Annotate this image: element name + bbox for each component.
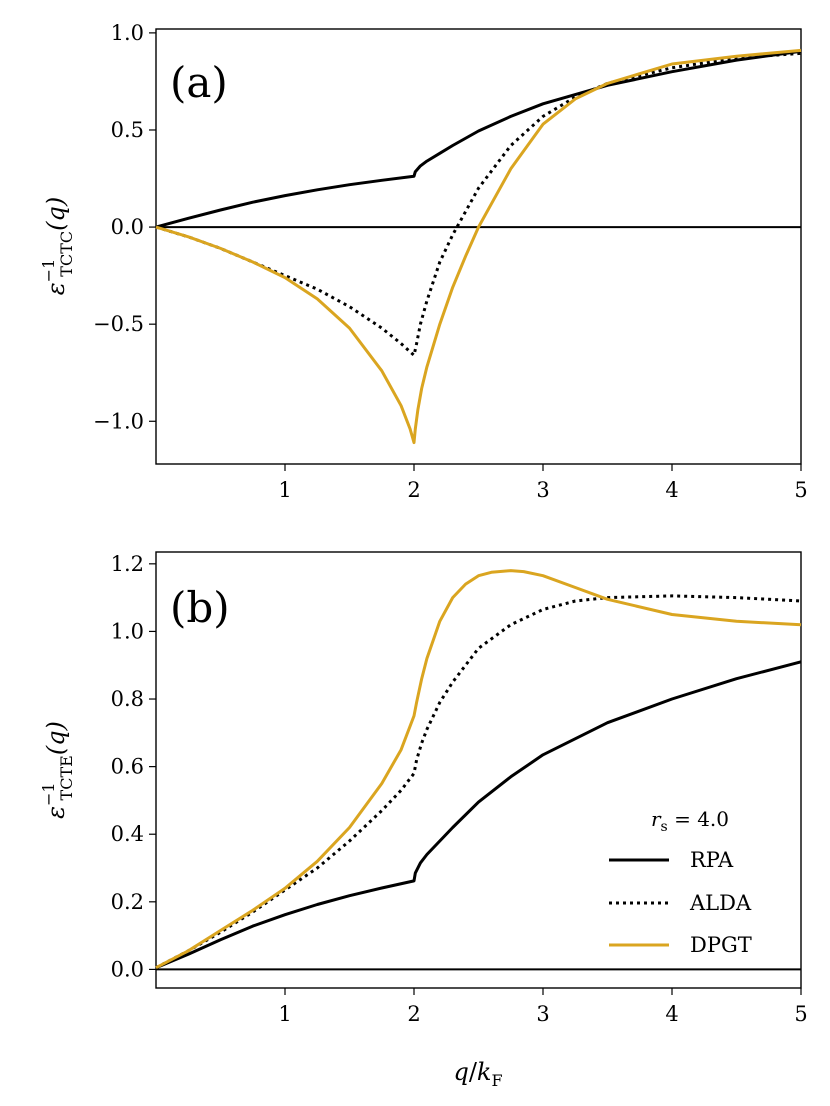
panel-b-series-dpgt [155, 569, 802, 970]
panel-b-xtick-label-2: 3 [536, 1002, 549, 1026]
legend-title-rest: = 4.0 [668, 807, 729, 831]
panel-b-series [155, 569, 802, 970]
legend-title: rs = 4.0 [651, 807, 729, 835]
panel-a-xtick-label-3: 4 [665, 478, 678, 502]
x-axis-label-k: k [477, 1058, 492, 1086]
panel-b-ytick-label-3: 0.6 [111, 755, 144, 779]
panel-a-frame [155, 28, 802, 465]
panel-a-ytick-label-2: 0.0 [111, 215, 144, 239]
panel-b-series-alda [155, 594, 802, 970]
panel-b-ylabel-arg: (q) [42, 721, 70, 755]
panel-a-ylabel-base: ε [42, 282, 70, 295]
legend-label-dpgt: DPGT [690, 933, 752, 957]
legend-label-alda: ALDA [689, 891, 752, 915]
panel-a-series-alda [155, 51, 802, 357]
panel-b-ytick-label-4: 0.8 [111, 687, 144, 711]
panel-b-ticks: 1 2 3 4 5 0.0 0.2 0.4 0.6 0.8 1.0 1.2 [111, 552, 808, 1026]
panel-b-ytick-label-5: 1.0 [111, 619, 144, 643]
panel-a-ytick-label-3: 0.5 [111, 118, 144, 142]
panel-b-ytick-label-1: 0.2 [111, 890, 144, 914]
panel-b-ytick-label-6: 1.2 [111, 552, 144, 576]
panel-b-ytick-label-0: 0.0 [111, 957, 144, 981]
panel-a-xtick-label-2: 3 [536, 478, 549, 502]
panel-a-ylabel-sub: TCTC [57, 231, 76, 277]
panel-a-series-dpgt [155, 48, 802, 445]
panel-a-ytick-label-1: −0.5 [93, 312, 144, 336]
legend-title-sub: s [661, 819, 668, 835]
panel-b-xtick-label-0: 1 [278, 1002, 291, 1026]
legend: rs = 4.0 RPA ALDA DPGT [609, 807, 752, 957]
panel-a-series [155, 48, 802, 445]
panel-a-xtick-label-0: 1 [278, 478, 291, 502]
panel-b-ylabel-sup: −1 [39, 782, 58, 806]
panel-b-ylabel-base: ε [42, 806, 70, 819]
panel-a: 1 2 3 4 5 −1.0 −0.5 0.0 0.5 1.0 (a) ε−1TCTC(q) [39, 21, 808, 502]
legend-label-rpa: RPA [690, 848, 734, 872]
panel-a-ytick-label-4: 1.0 [111, 21, 144, 45]
panel-b-frame [155, 551, 802, 989]
x-axis-label-q: q [453, 1058, 468, 1086]
panel-b-ylabel-sub: TCTE [57, 755, 76, 800]
panel-a-ticks: 1 2 3 4 5 −1.0 −0.5 0.0 0.5 1.0 [93, 21, 808, 502]
panel-b-xtick-label-4: 5 [794, 1002, 807, 1026]
panel-b-xtick-label-3: 4 [665, 1002, 678, 1026]
x-axis-label-sub: F [491, 1071, 502, 1090]
panel-a-tag: (a) [170, 58, 228, 107]
panel-b-tag: (b) [170, 583, 230, 632]
x-axis-label: q/kF [453, 1058, 502, 1090]
x-axis-label-slash: / [469, 1058, 478, 1086]
legend-title-base: r [651, 807, 662, 831]
panel-a-ylabel-sup: −1 [39, 259, 58, 283]
panel-b-xtick-label-1: 2 [407, 1002, 420, 1026]
panel-a-ylabel-arg: (q) [42, 197, 70, 231]
panel-a-ytick-label-0: −1.0 [93, 409, 144, 433]
panel-a-xtick-label-1: 2 [407, 478, 420, 502]
panel-b-ylabel: ε−1TCTE(q) [39, 721, 76, 819]
panel-b-ytick-label-2: 0.4 [111, 822, 144, 846]
panel-b: 1 2 3 4 5 0.0 0.2 0.4 0.6 0.8 1.0 1.2 (b) ε−1TCTE(q… [39, 551, 808, 1026]
panel-a-xtick-label-4: 5 [794, 478, 807, 502]
panel-b-series-rpa [155, 660, 802, 970]
panel-a-ylabel: ε−1TCTC(q) [39, 197, 76, 295]
panel-a-series-rpa [155, 49, 802, 229]
